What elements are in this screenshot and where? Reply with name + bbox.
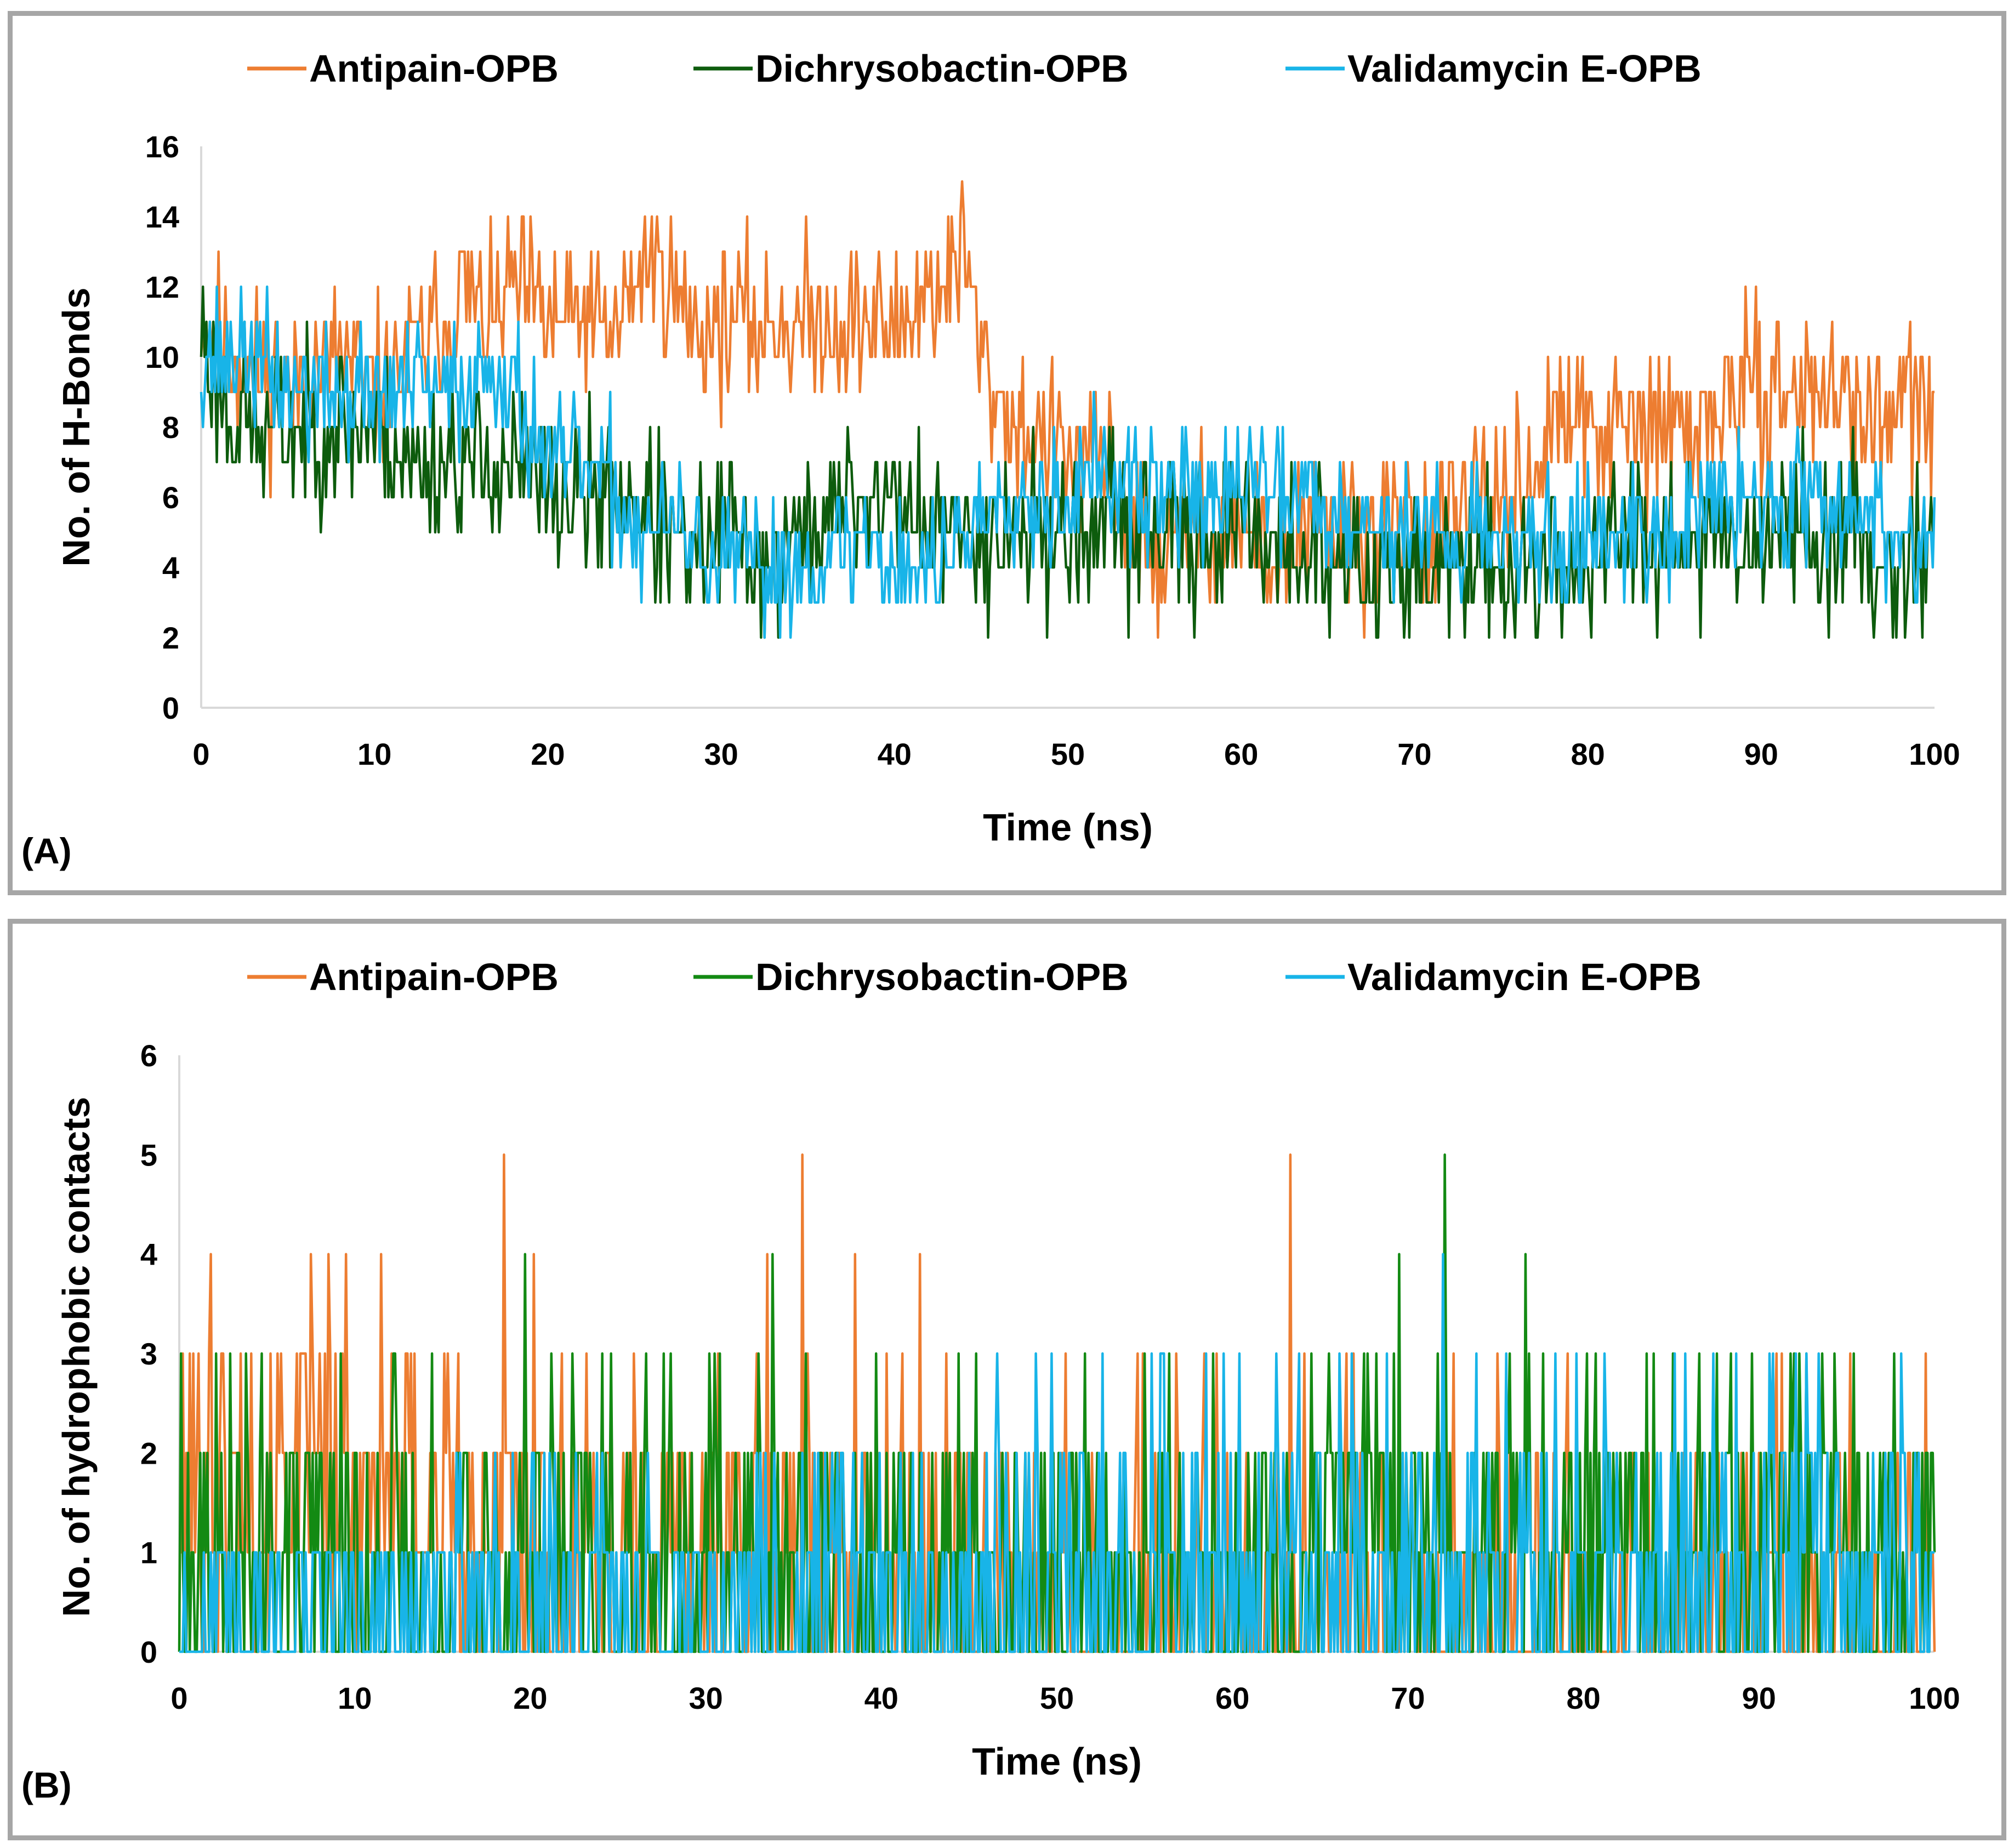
panel-tag: (A) bbox=[21, 831, 72, 871]
series-line-validamycin bbox=[200, 285, 1936, 639]
x-tick-label: 0 bbox=[192, 737, 209, 771]
hbond-chart: Antipain-OPB Dichrysobactin-OPB Validamy… bbox=[21, 47, 1960, 871]
x-tick-label: 80 bbox=[1571, 737, 1605, 771]
series-line-antipain bbox=[200, 180, 1935, 639]
x-tick-label: 10 bbox=[357, 737, 391, 771]
x-tick-label: 20 bbox=[513, 1681, 547, 1715]
x-tick-label: 70 bbox=[1391, 1681, 1425, 1715]
y-tick-label: 2 bbox=[162, 621, 179, 655]
series-line-validamycin bbox=[179, 1253, 1935, 1653]
legend-label-validamycin: Validamycin E-OPB bbox=[1347, 956, 1702, 998]
x-tick-label: 50 bbox=[1040, 1681, 1074, 1715]
x-tick-label: 20 bbox=[531, 737, 565, 771]
plot-area bbox=[178, 1153, 1936, 1653]
y-axis-title: No. of hydrophobic contacts bbox=[55, 1097, 98, 1617]
x-tick-label: 30 bbox=[704, 737, 738, 771]
x-tick-label: 100 bbox=[1909, 1681, 1960, 1715]
x-tick-label: 80 bbox=[1566, 1681, 1600, 1715]
x-tick-label: 60 bbox=[1215, 1681, 1249, 1715]
y-tick-label: 16 bbox=[145, 129, 179, 164]
hydrophobic-chart: Antipain-OPB Dichrysobactin-OPB Validamy… bbox=[21, 956, 1960, 1805]
y-tick-label: 4 bbox=[162, 550, 179, 585]
y-tick-label: 3 bbox=[140, 1337, 157, 1371]
x-tick-label: 60 bbox=[1224, 737, 1258, 771]
legend-label-dichrysobactin: Dichrysobactin-OPB bbox=[755, 956, 1129, 998]
legend: Antipain-OPB Dichrysobactin-OPB Validamy… bbox=[247, 47, 1702, 90]
x-tick-label: 50 bbox=[1051, 737, 1085, 771]
panel-a: Antipain-OPB Dichrysobactin-OPB Validamy… bbox=[8, 11, 2006, 895]
x-tick-label: 90 bbox=[1744, 737, 1778, 771]
x-tick-label: 100 bbox=[1909, 737, 1960, 771]
y-tick-label: 4 bbox=[140, 1237, 157, 1272]
y-tick-label: 5 bbox=[140, 1138, 157, 1172]
y-tick-labels: 0 2 4 6 8 10 12 14 16 bbox=[145, 129, 179, 725]
legend-label-antipain: Antipain-OPB bbox=[309, 47, 559, 90]
y-tick-label: 1 bbox=[140, 1536, 157, 1570]
x-tick-label: 0 bbox=[170, 1681, 187, 1715]
y-tick-label: 10 bbox=[145, 340, 179, 374]
y-axis-title: No. of H-Bonds bbox=[55, 287, 98, 566]
y-tick-label: 0 bbox=[140, 1635, 157, 1669]
series-line-dichrysobactin bbox=[200, 285, 1935, 639]
x-tick-label: 90 bbox=[1742, 1681, 1776, 1715]
legend-label-antipain: Antipain-OPB bbox=[309, 956, 559, 998]
y-tick-label: 14 bbox=[145, 200, 179, 234]
panel-b: Antipain-OPB Dichrysobactin-OPB Validamy… bbox=[8, 919, 2006, 1840]
x-tick-label: 40 bbox=[864, 1681, 898, 1715]
panel-tag: (B) bbox=[21, 1765, 72, 1805]
y-tick-label: 0 bbox=[162, 691, 179, 725]
plot-area bbox=[200, 180, 1936, 639]
y-tick-label: 6 bbox=[140, 1038, 157, 1073]
x-tick-labels: 0 10 20 30 40 50 60 70 80 90 100 bbox=[192, 737, 1960, 771]
legend-label-validamycin: Validamycin E-OPB bbox=[1347, 47, 1702, 90]
x-tick-label: 30 bbox=[689, 1681, 722, 1715]
x-axis-title: Time (ns) bbox=[972, 1740, 1142, 1783]
x-tick-label: 40 bbox=[878, 737, 912, 771]
legend-label-dichrysobactin: Dichrysobactin-OPB bbox=[755, 47, 1129, 90]
x-tick-label: 70 bbox=[1397, 737, 1431, 771]
y-tick-labels: 0 1 2 3 4 5 6 bbox=[140, 1038, 157, 1669]
y-tick-label: 2 bbox=[140, 1436, 157, 1470]
x-axis-title: Time (ns) bbox=[983, 806, 1153, 849]
x-tick-labels: 0 10 20 30 40 50 60 70 80 90 100 bbox=[170, 1681, 1960, 1715]
y-tick-label: 8 bbox=[162, 410, 179, 445]
x-tick-label: 10 bbox=[338, 1681, 372, 1715]
y-tick-label: 12 bbox=[145, 270, 179, 304]
y-tick-label: 6 bbox=[162, 480, 179, 515]
legend: Antipain-OPB Dichrysobactin-OPB Validamy… bbox=[247, 956, 1702, 998]
